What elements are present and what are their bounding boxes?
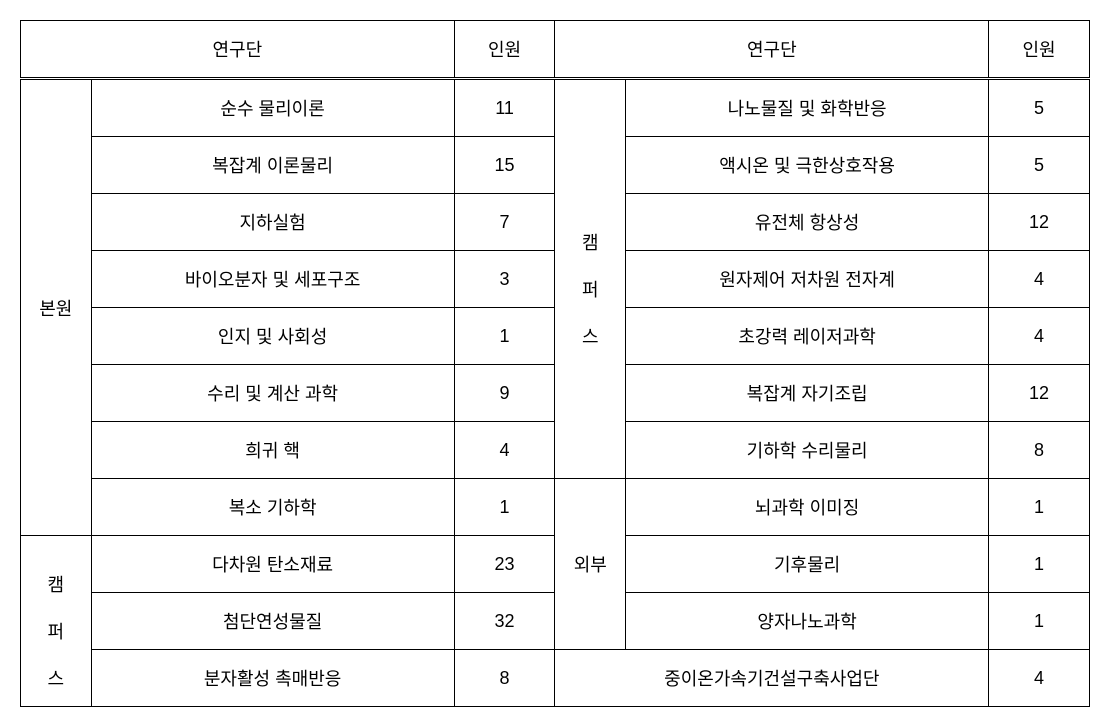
cell-count: 32 xyxy=(454,593,555,650)
cell-count: 4 xyxy=(989,308,1090,365)
campus-line: 퍼 xyxy=(582,280,599,300)
cell-name: 액시온 및 극한상호작용 xyxy=(626,137,989,194)
campus-line: 스 xyxy=(582,327,599,347)
left-category-campus: 캠 퍼 스 xyxy=(21,536,92,707)
header-left-group: 연구단 xyxy=(21,21,455,79)
cell-count: 11 xyxy=(454,79,555,137)
cell-count: 9 xyxy=(454,365,555,422)
cell-count: 7 xyxy=(454,194,555,251)
header-left-count: 인원 xyxy=(454,21,555,79)
cell-name: 나노물질 및 화학반응 xyxy=(626,79,989,137)
cell-count: 1 xyxy=(454,308,555,365)
cell-count: 4 xyxy=(989,650,1090,707)
cell-name-merged: 중이온가속기건설구축사업단 xyxy=(555,650,989,707)
cell-count: 1 xyxy=(454,479,555,536)
cell-count: 12 xyxy=(989,194,1090,251)
cell-name: 수리 및 계산 과학 xyxy=(91,365,454,422)
cell-name: 기후물리 xyxy=(626,536,989,593)
cell-name: 기하학 수리물리 xyxy=(626,422,989,479)
table-row: 분자활성 촉매반응 8 중이온가속기건설구축사업단 4 xyxy=(21,650,1090,707)
cell-name: 초강력 레이저과학 xyxy=(626,308,989,365)
cell-name: 복잡계 자기조립 xyxy=(626,365,989,422)
cell-count: 1 xyxy=(989,536,1090,593)
cell-count: 8 xyxy=(989,422,1090,479)
cell-count: 4 xyxy=(454,422,555,479)
cell-name: 원자제어 저차원 전자계 xyxy=(626,251,989,308)
right-category-external: 외부 xyxy=(555,479,626,650)
cell-name: 다차원 탄소재료 xyxy=(91,536,454,593)
campus-line: 캠 xyxy=(582,233,599,253)
right-category-campus: 캠 퍼 스 xyxy=(555,79,626,479)
cell-count: 5 xyxy=(989,79,1090,137)
cell-name: 분자활성 촉매반응 xyxy=(91,650,454,707)
cell-count: 12 xyxy=(989,365,1090,422)
cell-name: 순수 물리이론 xyxy=(91,79,454,137)
cell-name: 바이오분자 및 세포구조 xyxy=(91,251,454,308)
cell-count: 23 xyxy=(454,536,555,593)
cell-name: 복소 기하학 xyxy=(91,479,454,536)
cell-name: 지하실험 xyxy=(91,194,454,251)
header-right-group: 연구단 xyxy=(555,21,989,79)
cell-count: 8 xyxy=(454,650,555,707)
cell-name: 인지 및 사회성 xyxy=(91,308,454,365)
cell-count: 3 xyxy=(454,251,555,308)
campus-line: 캠 xyxy=(48,575,65,595)
campus-line: 퍼 xyxy=(48,622,65,642)
cell-name: 희귀 핵 xyxy=(91,422,454,479)
research-groups-table: 연구단 인원 연구단 인원 본원 순수 물리이론 11 캠 퍼 스 나노물질 및… xyxy=(20,20,1090,707)
cell-count: 1 xyxy=(989,479,1090,536)
header-right-count: 인원 xyxy=(989,21,1090,79)
cell-name: 유전체 항상성 xyxy=(626,194,989,251)
cell-name: 뇌과학 이미징 xyxy=(626,479,989,536)
cell-name: 첨단연성물질 xyxy=(91,593,454,650)
cell-count: 15 xyxy=(454,137,555,194)
cell-name: 양자나노과학 xyxy=(626,593,989,650)
cell-count: 1 xyxy=(989,593,1090,650)
cell-count: 4 xyxy=(989,251,1090,308)
left-category-bonwon: 본원 xyxy=(21,79,92,536)
table-row: 복소 기하학 1 외부 뇌과학 이미징 1 xyxy=(21,479,1090,536)
cell-name: 복잡계 이론물리 xyxy=(91,137,454,194)
cell-count: 5 xyxy=(989,137,1090,194)
campus-line: 스 xyxy=(48,669,65,689)
table-row: 본원 순수 물리이론 11 캠 퍼 스 나노물질 및 화학반응 5 xyxy=(21,79,1090,137)
